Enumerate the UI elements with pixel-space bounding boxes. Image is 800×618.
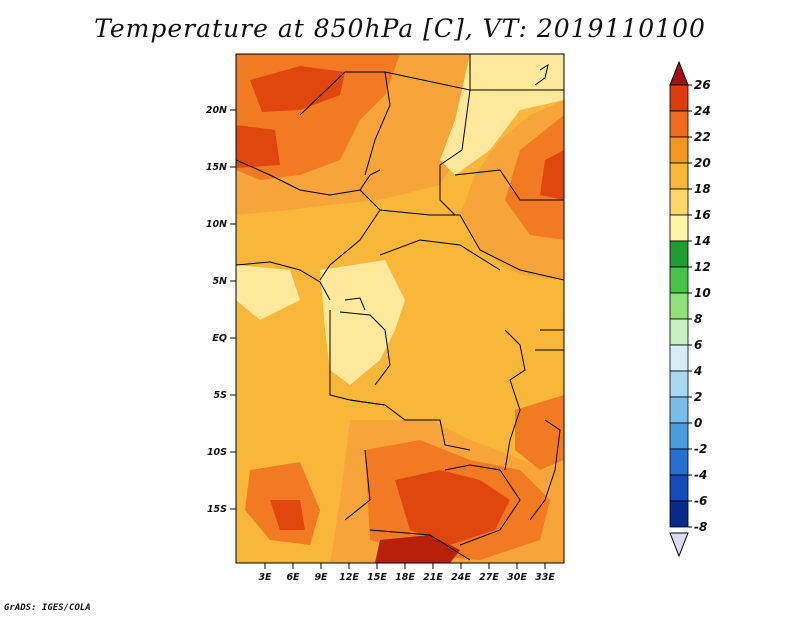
colorbar-box (669, 188, 689, 216)
lon-axis: 3E 6E 9E 12E 15E 18E 21E 24E 27E 30E 33E (258, 563, 555, 583)
field-sw-24-26 (270, 500, 305, 530)
field-south-26-plus (375, 535, 460, 563)
border-drc-angola (349, 399, 471, 451)
colorbar-box (669, 448, 689, 476)
lon-label-9e: 9E (314, 572, 328, 583)
field-ne-16-18 (440, 54, 564, 175)
border-east-lakes (504, 329, 526, 471)
border-car-ssd (379, 209, 564, 281)
border-angola-namibia-west (344, 449, 371, 521)
colorbar-box (669, 422, 689, 450)
colorbar-label: 24 (694, 104, 711, 118)
lon-label-27e: 27E (479, 572, 499, 583)
lat-label-eq: EQ (212, 333, 227, 344)
colorbar-label: -2 (694, 442, 707, 456)
border-zambia-zimbabwe (444, 464, 521, 546)
border-east-africa (529, 329, 564, 521)
border-libya-egypt (469, 54, 564, 91)
colorbar-box (669, 318, 689, 346)
lat-label-15n: 15N (206, 162, 227, 173)
border-sahel (236, 159, 381, 196)
field-east-24-26 (540, 150, 564, 200)
field-se-22-24 (515, 395, 564, 470)
field-central-16-18 (320, 260, 405, 385)
map-frame (235, 53, 565, 564)
border-chad (384, 71, 471, 216)
lat-label-5s: 5S (214, 390, 228, 401)
colorbar-label: 10 (694, 286, 711, 300)
colorbar-label: 12 (694, 260, 711, 274)
colorbar-label: 2 (694, 390, 702, 404)
colorbar-label: 26 (694, 78, 711, 92)
colorbar-label: 14 (694, 234, 711, 248)
colorbar-label: 6 (694, 338, 702, 352)
lon-label-6e: 6E (286, 572, 300, 583)
colorbar-label: 18 (694, 182, 711, 196)
colorbar-label: -8 (694, 520, 707, 534)
colorbar-label: 22 (694, 130, 711, 144)
colorbar-label: 8 (694, 312, 702, 326)
lon-label-18e: 18E (395, 572, 415, 583)
border-nigeria-cameroon (319, 189, 381, 281)
colorbar-box (669, 136, 689, 164)
temperature-field (236, 54, 564, 563)
border-gabon-congo (339, 311, 391, 386)
lon-label-12e: 12E (339, 572, 359, 583)
field-south-24-26 (395, 470, 510, 545)
field-east-22-24 (505, 115, 564, 240)
field-west-24-26 (236, 125, 280, 168)
lat-label-5n: 5N (212, 276, 227, 287)
colorbar-label: 16 (694, 208, 711, 222)
border-sudan (454, 169, 564, 201)
colorbar-box (669, 266, 689, 294)
lon-label-24e: 24E (451, 572, 471, 583)
coast-nile-delta (534, 63, 549, 86)
coast-bioko (344, 297, 366, 311)
colorbar-box (669, 162, 689, 190)
field-west-16-18 (236, 265, 300, 320)
border-namibia-south (369, 529, 471, 561)
colorbar-box (669, 214, 689, 242)
colorbar-box (669, 344, 689, 372)
colorbar-box (669, 396, 689, 424)
border-car-drc (379, 239, 501, 271)
lat-axis: 20N 15N 10N 5N EQ 5S 10S 15S (206, 105, 236, 515)
colorbar-box (669, 370, 689, 398)
lon-label-15e: 15E (367, 572, 387, 583)
colorbar-label: 4 (693, 364, 702, 378)
lat-label-20n: 20N (206, 105, 227, 116)
colorbar-box (669, 292, 689, 320)
lat-label-10n: 10N (206, 219, 227, 230)
lon-label-21e: 21E (423, 572, 443, 583)
colorbar-high-cap (669, 60, 689, 86)
colorbar-label: 20 (694, 156, 711, 170)
border-niger-west (299, 71, 391, 176)
colorbar-boxes (669, 84, 689, 528)
lon-label-33e: 33E (535, 572, 555, 583)
colorbar-label: -6 (694, 494, 707, 508)
lon-label-30e: 30E (507, 572, 527, 583)
colorbar-box (669, 110, 689, 138)
grads-credit: GrADS: IGES/COLA (4, 603, 91, 613)
colorbar-label: -4 (694, 468, 707, 482)
colorbar-box (669, 474, 689, 502)
lat-label-15s: 15S (207, 504, 227, 515)
map-title: Temperature at 850hPa [C], VT: 201911010… (94, 14, 706, 43)
colorbar-low-cap (669, 532, 689, 558)
colorbar-box (669, 84, 689, 112)
lat-label-10s: 10S (207, 447, 227, 458)
coast-gulf-guinea (236, 261, 331, 301)
lon-label-3e: 3E (258, 572, 272, 583)
field-north-24-26 (250, 66, 345, 112)
colorbar-box (669, 240, 689, 268)
country-borders (236, 54, 564, 561)
colorbar-box (669, 500, 689, 528)
colorbar-label: 0 (694, 416, 702, 430)
